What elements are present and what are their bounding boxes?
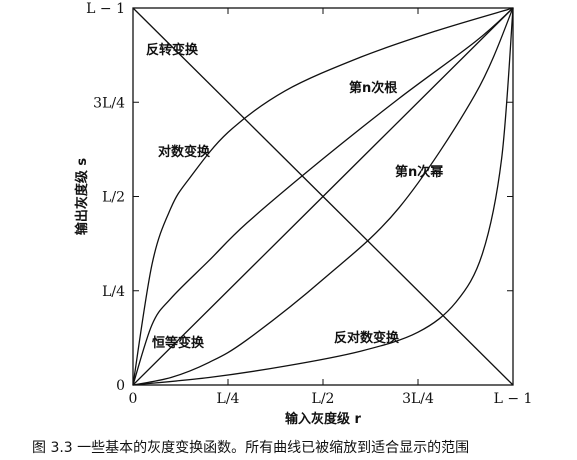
figure-caption: 图 3.3 一些基本的灰度变换函数。所有曲线已被缩放到适合显示的范围 xyxy=(32,439,469,456)
series-label: 反转变换 xyxy=(146,42,199,58)
series-line xyxy=(132,7,514,386)
y-tick-label: L − 1 xyxy=(86,1,125,17)
series-line xyxy=(132,7,514,386)
series-label: 第n次根 xyxy=(349,80,398,96)
x-tick-label: L/4 xyxy=(217,391,240,407)
x-tick-label: 0 xyxy=(129,391,138,407)
series-label: 反对数变换 xyxy=(334,330,400,346)
y-tick-label: 3L/4 xyxy=(93,95,125,111)
series-line xyxy=(132,7,514,386)
x-axis-label: 输入灰度级 r xyxy=(285,411,362,427)
y-tick-label: L/4 xyxy=(102,284,125,300)
x-tick-label: L/2 xyxy=(312,391,335,407)
series-line xyxy=(132,7,514,386)
x-tick-label: 3L/4 xyxy=(402,391,434,407)
y-axis-label: 输出灰度级 s xyxy=(74,158,90,236)
y-tick-label: L/2 xyxy=(102,190,125,206)
series-label: 对数变换 xyxy=(158,144,211,160)
series-line xyxy=(132,7,514,386)
y-tick-label: 0 xyxy=(116,378,125,394)
series-label: 恒等变换 xyxy=(152,335,205,351)
series-label: 第n次幂 xyxy=(395,164,444,180)
x-tick-label: L − 1 xyxy=(494,391,533,407)
